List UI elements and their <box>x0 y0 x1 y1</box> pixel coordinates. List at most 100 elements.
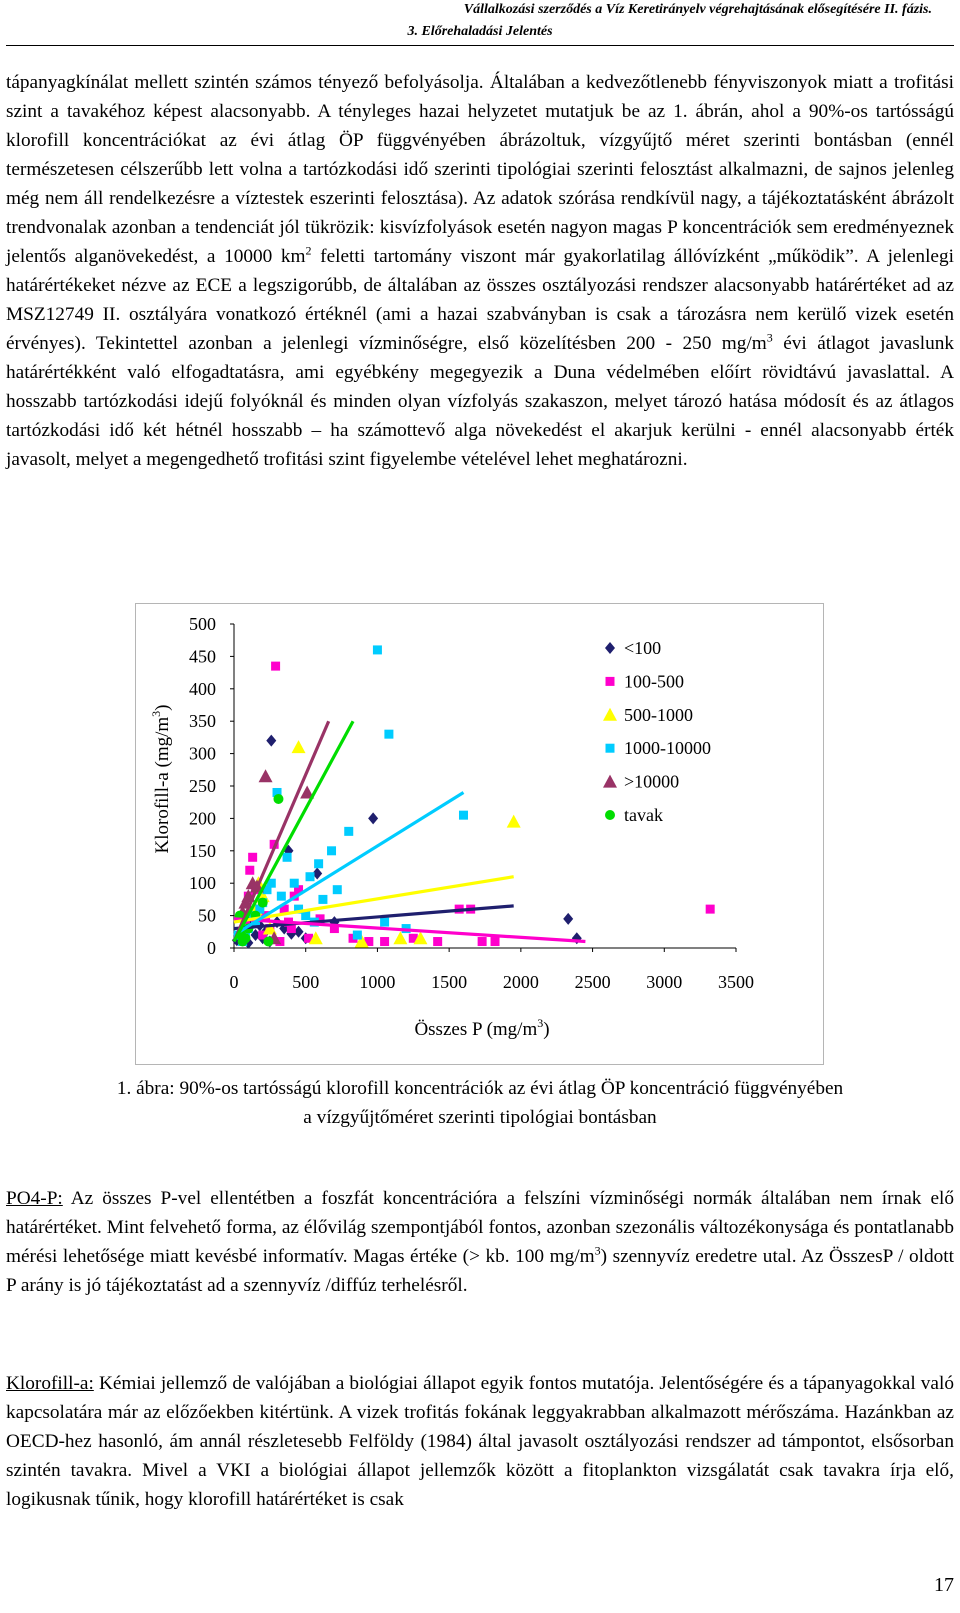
data-point-series-6 <box>273 793 284 804</box>
data-point-series-1 <box>266 734 277 747</box>
data-point-series-4 <box>314 859 324 869</box>
x-axis-label: Összes P (mg/m3) <box>414 1016 549 1040</box>
data-point-series-4 <box>344 826 354 836</box>
paragraph-1-text-b: feletti tartomány viszont már gyakorlati… <box>6 246 954 354</box>
legend-marker-6 <box>605 810 615 820</box>
data-point-series-4 <box>380 917 390 927</box>
x-tick-label: 2000 <box>503 972 539 992</box>
axes-layer: 0 50 100 150 200 250 300 350 400 450 500 0 500 1000 15… <box>189 614 754 992</box>
trendline-series-5 <box>232 720 331 943</box>
legend-label-6: tavak <box>624 805 663 825</box>
data-point-series-2 <box>275 937 285 947</box>
data-point-series-4 <box>458 810 468 820</box>
y-tick-label: 200 <box>189 808 216 828</box>
y-tick-label: 0 <box>207 938 216 958</box>
legend-label-2: 100-500 <box>624 671 684 691</box>
paragraph-2-text-b: ) szennyvíz eredetre utal. Az ÖsszesP / … <box>6 1246 954 1296</box>
term-klorofill: Klorofill-a: <box>6 1373 94 1394</box>
data-point-series-4 <box>327 846 337 856</box>
legend-marker-5 <box>603 774 617 788</box>
y-tick-label: 450 <box>189 646 216 666</box>
header-rule <box>6 45 954 46</box>
page-header: Vállalkozási szerződés a Víz Keretiránye… <box>0 0 960 46</box>
paragraph-2: PO4-P: Az összes P-vel ellentétben a fos… <box>6 1184 954 1300</box>
term-po4p: PO4-P: <box>6 1188 63 1209</box>
data-point-series-2 <box>258 930 268 940</box>
y-tick-label: 50 <box>198 906 216 926</box>
data-point-series-2 <box>286 924 296 934</box>
y-tick-label: 150 <box>189 841 216 861</box>
data-point-series-3 <box>506 814 521 828</box>
y-tick-label: 100 <box>189 873 216 893</box>
figure-caption: 1. ábra: 90%-os tartósságú klorofill kon… <box>6 1074 954 1132</box>
legend-label-1: <100 <box>624 638 661 658</box>
paragraph-3-text-a: Kémiai jellemző de valójában a biológiai… <box>6 1373 954 1510</box>
data-point-series-2 <box>294 885 304 895</box>
data-point-series-4 <box>305 872 315 882</box>
data-point-series-6 <box>257 897 268 908</box>
data-point-series-2 <box>477 937 487 947</box>
legend-label-5: >10000 <box>624 772 679 792</box>
legend-marker-3 <box>603 707 617 721</box>
x-tick-label: 0 <box>230 972 239 992</box>
data-point-series-4 <box>282 852 292 862</box>
header-subtitle: 3. Előrehaladási Jelentés <box>407 24 553 39</box>
data-point-series-2 <box>248 852 258 862</box>
data-point-series-4 <box>372 645 382 655</box>
data-point-series-6 <box>263 936 274 947</box>
data-point-series-1 <box>563 912 574 925</box>
data-point-series-4 <box>255 904 265 914</box>
data-point-series-2 <box>271 661 281 671</box>
superscript-km2: 2 <box>305 243 312 258</box>
data-point-series-2 <box>304 933 314 943</box>
data-point-series-3 <box>262 921 277 935</box>
x-tick-label: 3000 <box>646 972 682 992</box>
x-tick-label: 1500 <box>431 972 467 992</box>
data-point-series-4 <box>352 930 362 940</box>
data-point-series-4 <box>289 878 299 888</box>
data-point-series-4 <box>272 787 282 797</box>
y-tick-label: 250 <box>189 776 216 796</box>
y-tick-label: 500 <box>189 614 216 634</box>
data-point-series-3 <box>413 931 428 945</box>
data-point-series-3 <box>393 931 408 945</box>
trendline-series-3 <box>233 875 514 924</box>
y-tick-label: 350 <box>189 711 216 731</box>
trend-layer <box>232 720 586 944</box>
x-tick-label: 2500 <box>575 972 611 992</box>
legend-label-3: 500-1000 <box>624 705 693 725</box>
legend-label-4: 1000-10000 <box>624 738 711 758</box>
figure-scatter-chart: 0 50 100 150 200 250 300 350 400 450 500 0 500 1000 15… <box>135 603 824 1065</box>
data-point-series-3 <box>291 740 306 754</box>
data-point-series-4 <box>332 885 342 895</box>
trendline-series-2 <box>233 917 586 944</box>
superscript-m3-2: 3 <box>594 1243 601 1258</box>
data-point-series-4 <box>384 729 394 739</box>
trendline-series-1 <box>233 904 514 931</box>
legend-marker-4 <box>605 743 615 753</box>
data-point-series-2 <box>408 933 418 943</box>
x-tick-label: 1000 <box>359 972 395 992</box>
header-title: Vállalkozási szerződés a Víz Keretiránye… <box>463 2 932 17</box>
trendline-series-6 <box>232 720 355 943</box>
data-point-series-4 <box>318 894 328 904</box>
paragraph-1: tápanyagkínálat mellett szintén számos t… <box>6 68 954 474</box>
data-point-series-4 <box>294 904 304 914</box>
paragraph-1-text-a: tápanyagkínálat mellett szintén számos t… <box>6 72 954 267</box>
y-tick-label: 400 <box>189 679 216 699</box>
data-point-series-4 <box>266 878 276 888</box>
y-axis-label: Klorofill-a (mg/m3) <box>149 705 173 854</box>
data-point-series-2 <box>433 937 443 947</box>
data-point-series-2 <box>705 904 715 914</box>
data-point-series-2 <box>315 914 325 924</box>
paragraph-1-text-c: évi átlagot javaslunk határértékként val… <box>6 333 954 470</box>
data-point-series-4 <box>276 891 286 901</box>
data-point-series-4 <box>262 885 272 895</box>
caption-line-2: a vízgyűjtőméret szerinti tipológiai bon… <box>303 1107 657 1128</box>
data-point-series-2 <box>329 924 339 934</box>
data-point-series-5 <box>258 769 273 783</box>
scatter-chart: 0 50 100 150 200 250 300 350 400 450 500 0 500 1000 15… <box>149 614 754 1040</box>
data-point-series-1 <box>293 925 304 938</box>
data-point-series-2 <box>245 865 255 875</box>
caption-line-1: 1. ábra: 90%-os tartósságú klorofill kon… <box>116 1078 844 1099</box>
